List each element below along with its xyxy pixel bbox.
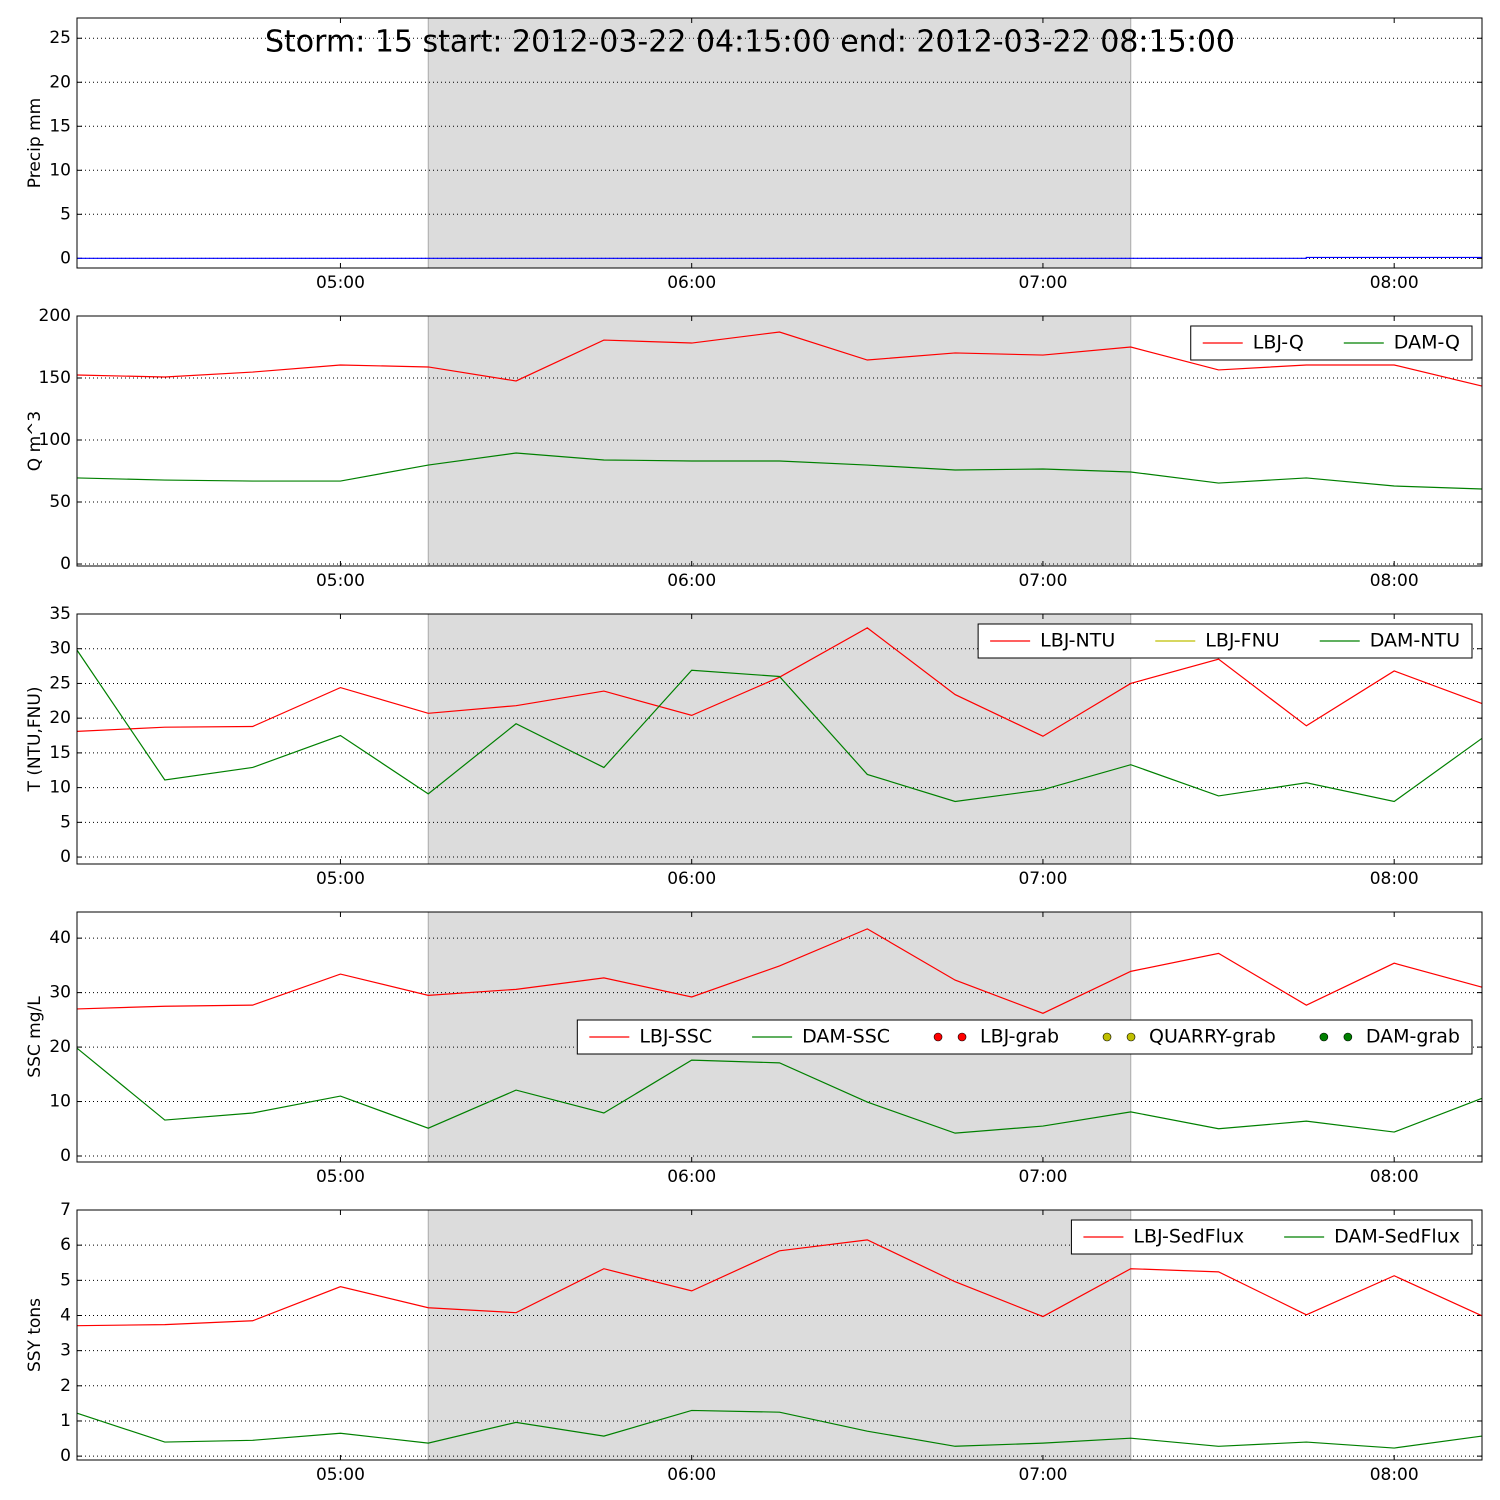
series-line bbox=[76, 331, 1483, 387]
series-line bbox=[76, 649, 1483, 803]
legend-label: DAM-NTU bbox=[1370, 630, 1460, 652]
legend-label: DAM-grab bbox=[1366, 1026, 1460, 1048]
y-tick-label: 10 bbox=[49, 160, 71, 180]
y-tick-label: 5 bbox=[60, 812, 71, 832]
y-axis-label: Q m^3 bbox=[25, 411, 45, 471]
y-tick-label: 30 bbox=[49, 983, 71, 1003]
y-tick-label: 0 bbox=[60, 1146, 71, 1166]
x-tick-label: 05:00 bbox=[316, 1465, 365, 1485]
y-tick-label: 40 bbox=[49, 928, 71, 948]
series-line bbox=[76, 452, 1483, 490]
y-tick-label: 0 bbox=[60, 1446, 71, 1466]
y-tick-label: 5 bbox=[60, 1270, 71, 1290]
x-tick-label: 08:00 bbox=[1370, 273, 1419, 293]
chart-title: Storm: 15 start: 2012-03-22 04:15:00 end… bbox=[265, 25, 1235, 60]
y-tick-label: 20 bbox=[49, 1037, 71, 1057]
y-tick-label: 25 bbox=[49, 673, 71, 693]
y-tick-label: 0 bbox=[60, 847, 71, 867]
x-tick-label: 06:00 bbox=[667, 1167, 716, 1187]
plot-frame bbox=[76, 17, 1483, 269]
x-tick-label: 07:00 bbox=[1018, 869, 1067, 889]
y-tick-label: 200 bbox=[39, 306, 71, 326]
y-tick-label: 10 bbox=[49, 778, 71, 798]
y-tick-label: 35 bbox=[49, 604, 71, 624]
y-axis-label: T (NTU,FNU) bbox=[25, 687, 45, 793]
series-line bbox=[77, 256, 1482, 259]
y-tick-label: 5 bbox=[60, 204, 71, 224]
y-tick-label: 10 bbox=[49, 1092, 71, 1112]
legend-label: LBJ-NTU bbox=[1040, 630, 1115, 652]
legend-box bbox=[1070, 1219, 1473, 1255]
x-tick-label: 05:00 bbox=[316, 273, 365, 293]
x-tick-label: 06:00 bbox=[667, 1465, 716, 1485]
plot-frame bbox=[76, 613, 1483, 865]
x-tick-label: 06:00 bbox=[667, 571, 716, 591]
y-tick-label: 50 bbox=[49, 492, 71, 512]
y-tick-label: 15 bbox=[49, 116, 71, 136]
y-tick-label: 2 bbox=[60, 1376, 71, 1396]
legend-box bbox=[977, 623, 1473, 659]
legend-label: DAM-SedFlux bbox=[1334, 1226, 1460, 1248]
legend-label: LBJ-grab bbox=[980, 1026, 1059, 1048]
y-tick-label: 0 bbox=[60, 554, 71, 574]
x-tick-label: 08:00 bbox=[1370, 869, 1419, 889]
series-line bbox=[76, 1047, 1483, 1134]
storm-span bbox=[427, 17, 1132, 269]
y-tick-label: 3 bbox=[60, 1341, 71, 1361]
plot-frame bbox=[76, 911, 1483, 1163]
y-axis-label: SSC mg/L bbox=[25, 996, 45, 1078]
series-line bbox=[76, 928, 1483, 1014]
x-tick-label: 06:00 bbox=[667, 273, 716, 293]
y-tick-label: 4 bbox=[60, 1305, 71, 1325]
y-tick-label: 20 bbox=[49, 708, 71, 728]
y-tick-label: 15 bbox=[49, 743, 71, 763]
y-tick-label: 30 bbox=[49, 639, 71, 659]
y-axis-label: Precip mm bbox=[25, 98, 45, 188]
legend-label: LBJ-FNU bbox=[1205, 630, 1279, 652]
storm-span bbox=[427, 1209, 1132, 1461]
legend-marker bbox=[1343, 1032, 1353, 1042]
legend-label: LBJ-SSC bbox=[639, 1026, 712, 1048]
legend-marker bbox=[1102, 1032, 1112, 1042]
x-tick-label: 05:00 bbox=[316, 1167, 365, 1187]
legend-label: DAM-Q bbox=[1394, 332, 1460, 354]
legend-label: DAM-SSC bbox=[802, 1026, 890, 1048]
x-tick-label: 06:00 bbox=[667, 869, 716, 889]
x-tick-label: 07:00 bbox=[1018, 571, 1067, 591]
legend-label: QUARRY-grab bbox=[1149, 1026, 1276, 1048]
legend-marker bbox=[957, 1032, 967, 1042]
x-tick-label: 08:00 bbox=[1370, 1167, 1419, 1187]
y-tick-label: 7 bbox=[60, 1200, 71, 1220]
storm-span bbox=[427, 315, 1132, 567]
x-tick-label: 05:00 bbox=[316, 571, 365, 591]
legend-label: LBJ-Q bbox=[1253, 332, 1304, 354]
plot-frame bbox=[76, 315, 1483, 567]
y-tick-label: 1 bbox=[60, 1411, 71, 1431]
x-tick-label: 07:00 bbox=[1018, 1465, 1067, 1485]
legend-marker bbox=[1126, 1032, 1136, 1042]
legend-marker bbox=[933, 1032, 943, 1042]
plot-frame bbox=[76, 1209, 1483, 1461]
y-tick-label: 25 bbox=[49, 28, 71, 48]
y-tick-label: 6 bbox=[60, 1235, 71, 1255]
x-tick-label: 07:00 bbox=[1018, 273, 1067, 293]
y-tick-label: 0 bbox=[60, 248, 71, 268]
series-line bbox=[76, 1409, 1483, 1449]
y-tick-label: 20 bbox=[49, 72, 71, 92]
legend-marker bbox=[1319, 1032, 1329, 1042]
x-tick-label: 05:00 bbox=[316, 869, 365, 889]
y-tick-label: 100 bbox=[39, 430, 71, 450]
x-tick-label: 08:00 bbox=[1370, 571, 1419, 591]
series-line bbox=[76, 1239, 1483, 1327]
x-tick-label: 08:00 bbox=[1370, 1465, 1419, 1485]
y-tick-label: 150 bbox=[39, 368, 71, 388]
legend-label: LBJ-SedFlux bbox=[1133, 1226, 1244, 1248]
x-tick-label: 07:00 bbox=[1018, 1167, 1067, 1187]
y-axis-label: SSY tons bbox=[25, 1298, 45, 1372]
